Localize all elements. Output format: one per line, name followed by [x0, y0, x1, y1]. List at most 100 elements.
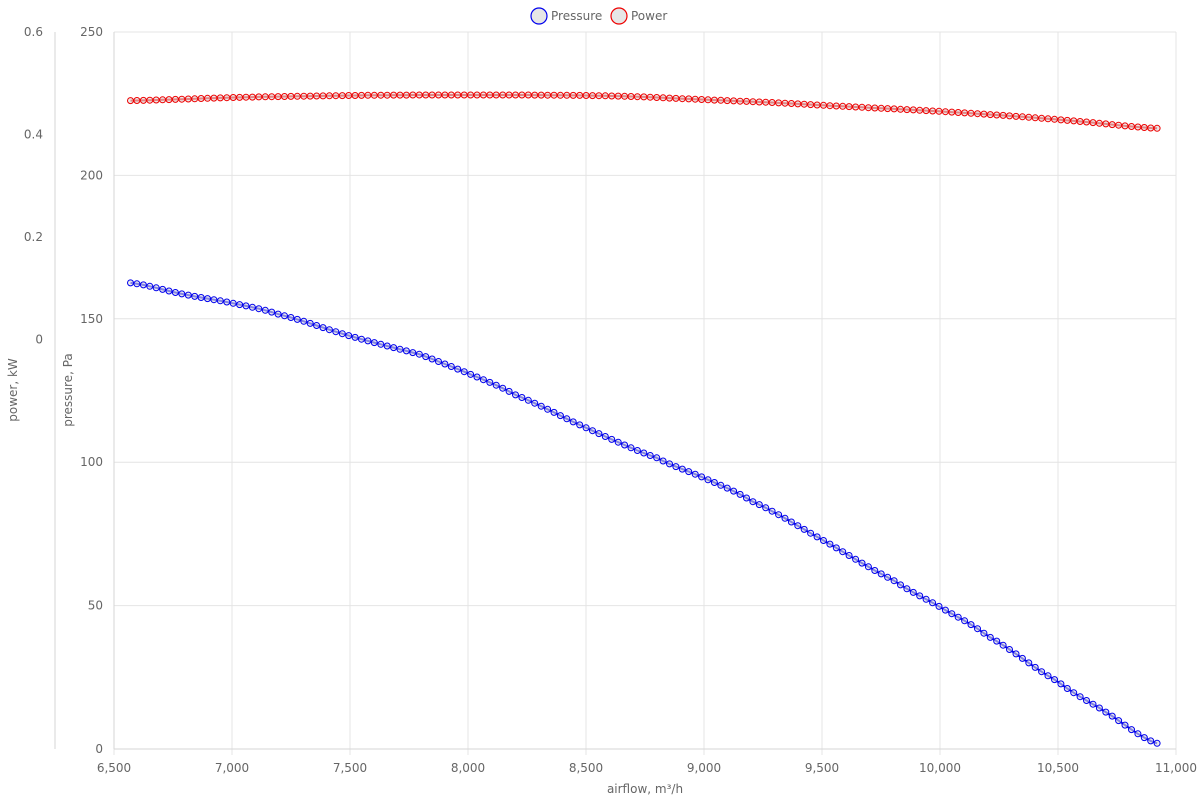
power-point — [287, 92, 295, 100]
pressure-point — [1128, 726, 1135, 734]
power-point — [582, 92, 590, 99]
pressure-point — [717, 481, 725, 489]
power-point — [941, 108, 949, 116]
pressure-point — [139, 281, 147, 289]
pressure-point — [505, 387, 513, 395]
pressure-point — [415, 350, 423, 358]
pressure-tick-label: 250 — [80, 25, 103, 39]
power-point — [633, 93, 641, 101]
pressure-point — [197, 294, 205, 301]
power-point — [569, 91, 577, 99]
x-tick-label: 6,500 — [97, 761, 131, 775]
pressure-point — [1025, 659, 1033, 667]
pressure-point — [146, 282, 154, 290]
power-point — [730, 97, 738, 105]
power-point — [614, 92, 622, 100]
pressure-point — [954, 613, 962, 621]
x-tick-label: 7,500 — [333, 761, 367, 775]
pressure-point — [191, 292, 199, 300]
power-point — [1057, 116, 1065, 124]
power-point — [216, 94, 224, 102]
pressure-point — [601, 433, 609, 440]
pressure-point — [390, 344, 398, 352]
power-point — [422, 91, 430, 99]
power-tick-label: 0.4 — [24, 127, 43, 141]
power-point — [666, 94, 673, 102]
power-point — [428, 91, 436, 99]
power-point — [781, 99, 789, 107]
power-point — [576, 91, 584, 99]
power-tick-label: 0 — [35, 332, 43, 346]
pressure-legend-label: Pressure — [551, 9, 602, 23]
pressure-point — [274, 310, 282, 318]
power-point — [165, 96, 173, 104]
pressure-point — [537, 402, 545, 410]
power-point — [550, 91, 558, 99]
power-point — [499, 91, 507, 99]
pressure-point — [248, 303, 256, 311]
power-point — [351, 92, 359, 99]
power-point — [396, 91, 404, 99]
pressure-point — [127, 279, 134, 287]
power-point — [248, 93, 256, 101]
power-point — [281, 93, 288, 100]
power-point — [370, 91, 378, 99]
power-legend-label: Power — [631, 9, 667, 23]
pressure-point — [897, 581, 904, 589]
pressure-point — [890, 577, 898, 585]
power-point — [704, 96, 712, 104]
power-point — [556, 91, 564, 99]
power-point — [152, 96, 160, 104]
pressure-point — [1018, 654, 1026, 662]
pressure-point — [916, 592, 924, 600]
pressure-point — [1134, 730, 1142, 738]
power-point — [832, 102, 840, 110]
power-point — [672, 94, 680, 102]
power-point — [178, 95, 186, 103]
power-point — [512, 91, 519, 99]
power-point — [454, 91, 462, 99]
pressure-point — [492, 381, 500, 389]
pressure-tick-label: 150 — [80, 312, 103, 326]
pressure-point — [364, 337, 372, 345]
power-point — [467, 91, 475, 99]
pressure-axis-title: pressure, Pa — [61, 353, 75, 427]
pressure-point — [582, 424, 590, 432]
pressure-point — [710, 479, 718, 486]
pressure-point — [1121, 721, 1129, 729]
power-point — [787, 100, 795, 107]
power-point — [1083, 118, 1090, 126]
power-point — [698, 96, 706, 103]
pressure-point — [1063, 685, 1071, 692]
power-point — [319, 92, 327, 100]
pressure-point — [653, 454, 661, 462]
pressure-point — [1070, 689, 1078, 697]
pressure-point — [479, 376, 487, 384]
pressure-point — [1038, 668, 1046, 676]
legend: Pressure Power — [530, 7, 667, 25]
pressure-point — [794, 522, 802, 530]
power-point — [409, 91, 417, 99]
pressure-point — [762, 504, 770, 512]
power-point — [743, 97, 750, 105]
pressure-point — [1076, 693, 1084, 701]
power-point — [255, 93, 263, 101]
pressure-point — [1115, 717, 1123, 725]
power-point — [710, 96, 718, 104]
pressure-point — [236, 301, 244, 309]
power-point — [794, 100, 802, 108]
power-point — [1012, 112, 1020, 120]
pressure-point — [749, 498, 757, 506]
pressure-point — [133, 280, 141, 288]
pressure-point — [1044, 672, 1052, 680]
pressure-point — [813, 533, 821, 541]
power-point — [852, 103, 860, 111]
pressure-tick-label: 100 — [80, 455, 103, 469]
pressure-point — [184, 291, 192, 299]
pressure-point — [832, 544, 840, 552]
power-point — [627, 93, 635, 100]
power-point — [826, 102, 834, 110]
pressure-point — [1140, 734, 1148, 742]
